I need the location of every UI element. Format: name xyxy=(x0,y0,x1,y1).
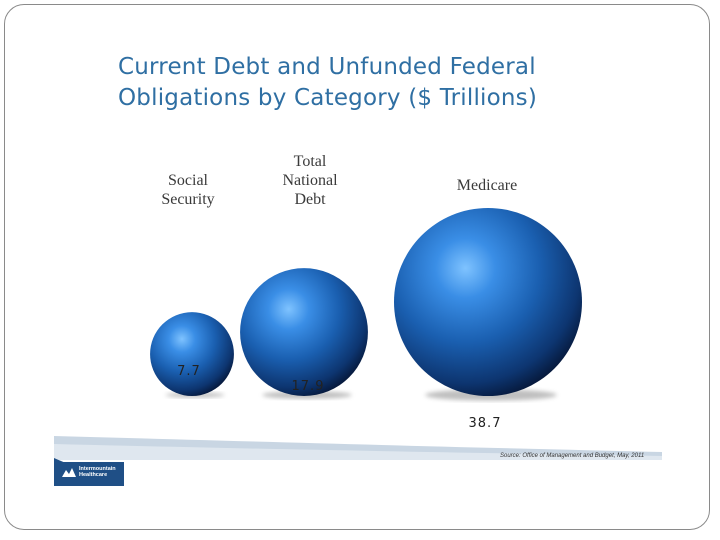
mountain-logo-icon xyxy=(62,468,76,477)
medicare-bubble xyxy=(394,208,582,396)
social-security-bubble xyxy=(150,312,234,396)
chart-title-line-1: Current Debt and Unfunded Federal xyxy=(118,54,536,80)
chart-title: Current Debt and Unfunded Federal Obliga… xyxy=(118,52,537,114)
social-security-category-label: Social Security xyxy=(161,172,214,208)
chart-title-line-2: Obligations by Category ($ Trillions) xyxy=(118,85,538,111)
source-note: Source: Office of Management and Budget,… xyxy=(500,453,645,459)
total-national-debt-bubble xyxy=(240,268,368,396)
logo-text-line-1: Intermountain xyxy=(79,466,116,472)
social-security-value-label: 7.7 xyxy=(177,364,201,379)
total-national-debt-category-label: Total National Debt xyxy=(282,153,338,208)
medicare-category-label: Medicare xyxy=(457,177,517,194)
medicare-value-label: 38.7 xyxy=(469,416,502,431)
logo-text-line-2: Healthcare xyxy=(79,472,108,478)
total-national-debt-value-label: 17.9 xyxy=(292,379,325,394)
intermountain-logo: Intermountain Healthcare xyxy=(62,466,116,478)
footer-band xyxy=(54,436,662,486)
